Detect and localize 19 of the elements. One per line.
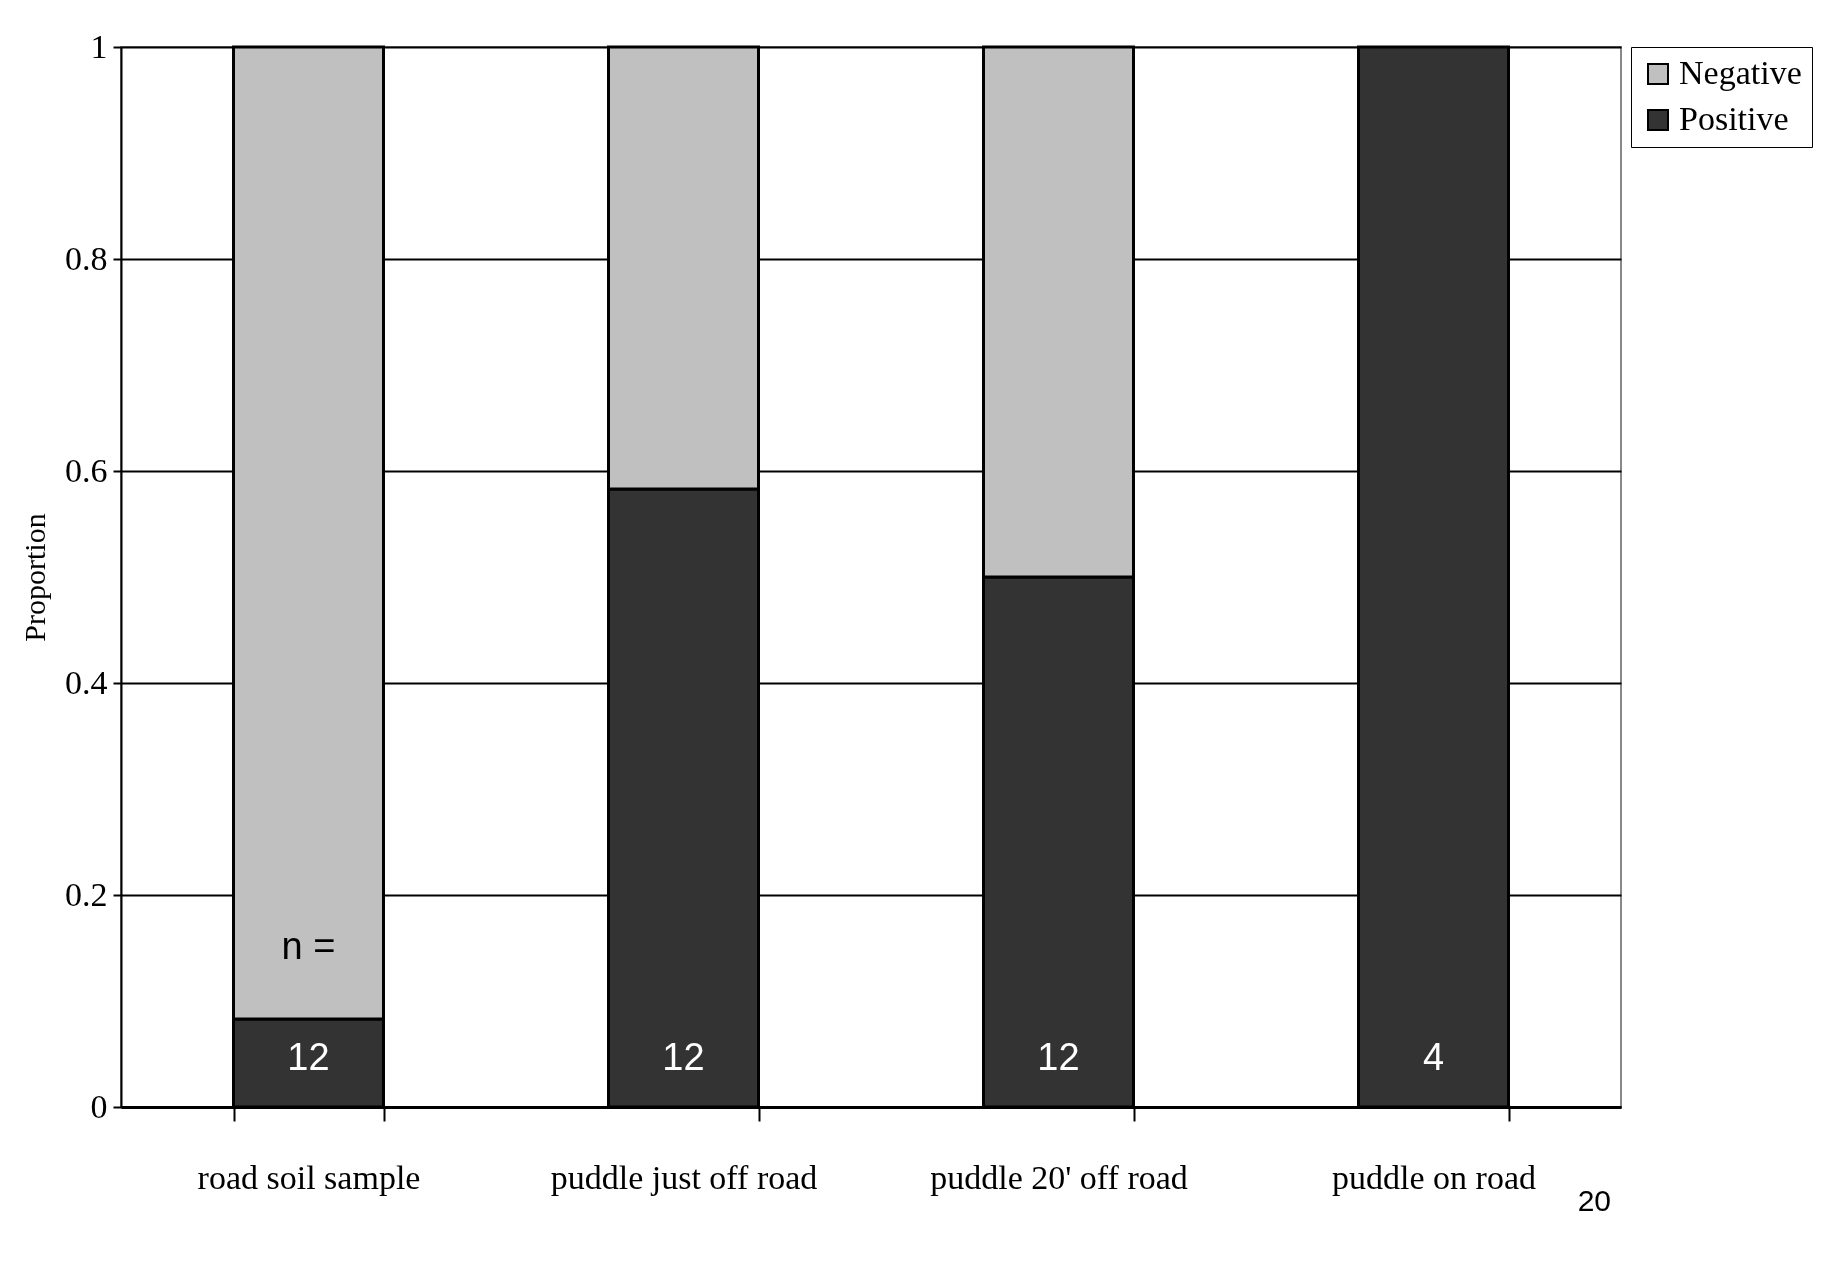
annotation: 12 <box>287 1036 330 1079</box>
y-tick-label: 0.6 <box>65 451 108 489</box>
text: 20 <box>1577 1184 1611 1217</box>
y-tick-label: 0.4 <box>65 663 108 701</box>
y-tick-label: 0 <box>90 1087 108 1125</box>
legend-label: Negative <box>1679 54 1802 91</box>
annotation: 12 <box>662 1036 705 1079</box>
x-tick-label: puddle just off road <box>550 1158 818 1196</box>
y-tick-label: 0.8 <box>65 239 108 277</box>
annotation: n = <box>281 925 336 967</box>
y-tick-label: 0.2 <box>65 875 108 913</box>
annotation: 4 <box>1422 1036 1445 1079</box>
annotation: 12 <box>1037 1036 1080 1079</box>
x-tick-label: puddle on road <box>1332 1158 1536 1196</box>
x-tick-label: road soil sample <box>197 1158 421 1196</box>
y-tick-label: 1 <box>90 27 108 65</box>
y-axis-title: Proportion <box>18 513 51 642</box>
x-tick-label: puddle 20' off road <box>930 1158 1188 1196</box>
legend-label: Positive <box>1679 100 1789 137</box>
